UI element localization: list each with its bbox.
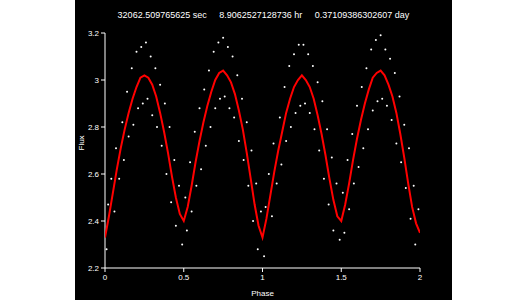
svg-text:2.4: 2.4 (88, 217, 100, 226)
svg-text:2: 2 (418, 273, 423, 282)
svg-text:1.5: 1.5 (336, 273, 348, 282)
svg-text:1: 1 (260, 273, 265, 282)
svg-text:2.8: 2.8 (88, 123, 100, 132)
svg-text:Phase: Phase (251, 289, 274, 298)
svg-text:3.2: 3.2 (88, 29, 100, 38)
svg-text:2.6: 2.6 (88, 170, 100, 179)
svg-text:2.2: 2.2 (88, 264, 100, 273)
svg-text:0.5: 0.5 (178, 273, 190, 282)
html-text:32062.509765625 sec 8.90625271: 32062.509765625 sec 8.9062527128736 hr 0… (117, 10, 410, 20)
svg-text:3: 3 (95, 76, 100, 85)
svg-text:Flux: Flux (77, 135, 86, 150)
svg-text:0: 0 (103, 273, 108, 282)
